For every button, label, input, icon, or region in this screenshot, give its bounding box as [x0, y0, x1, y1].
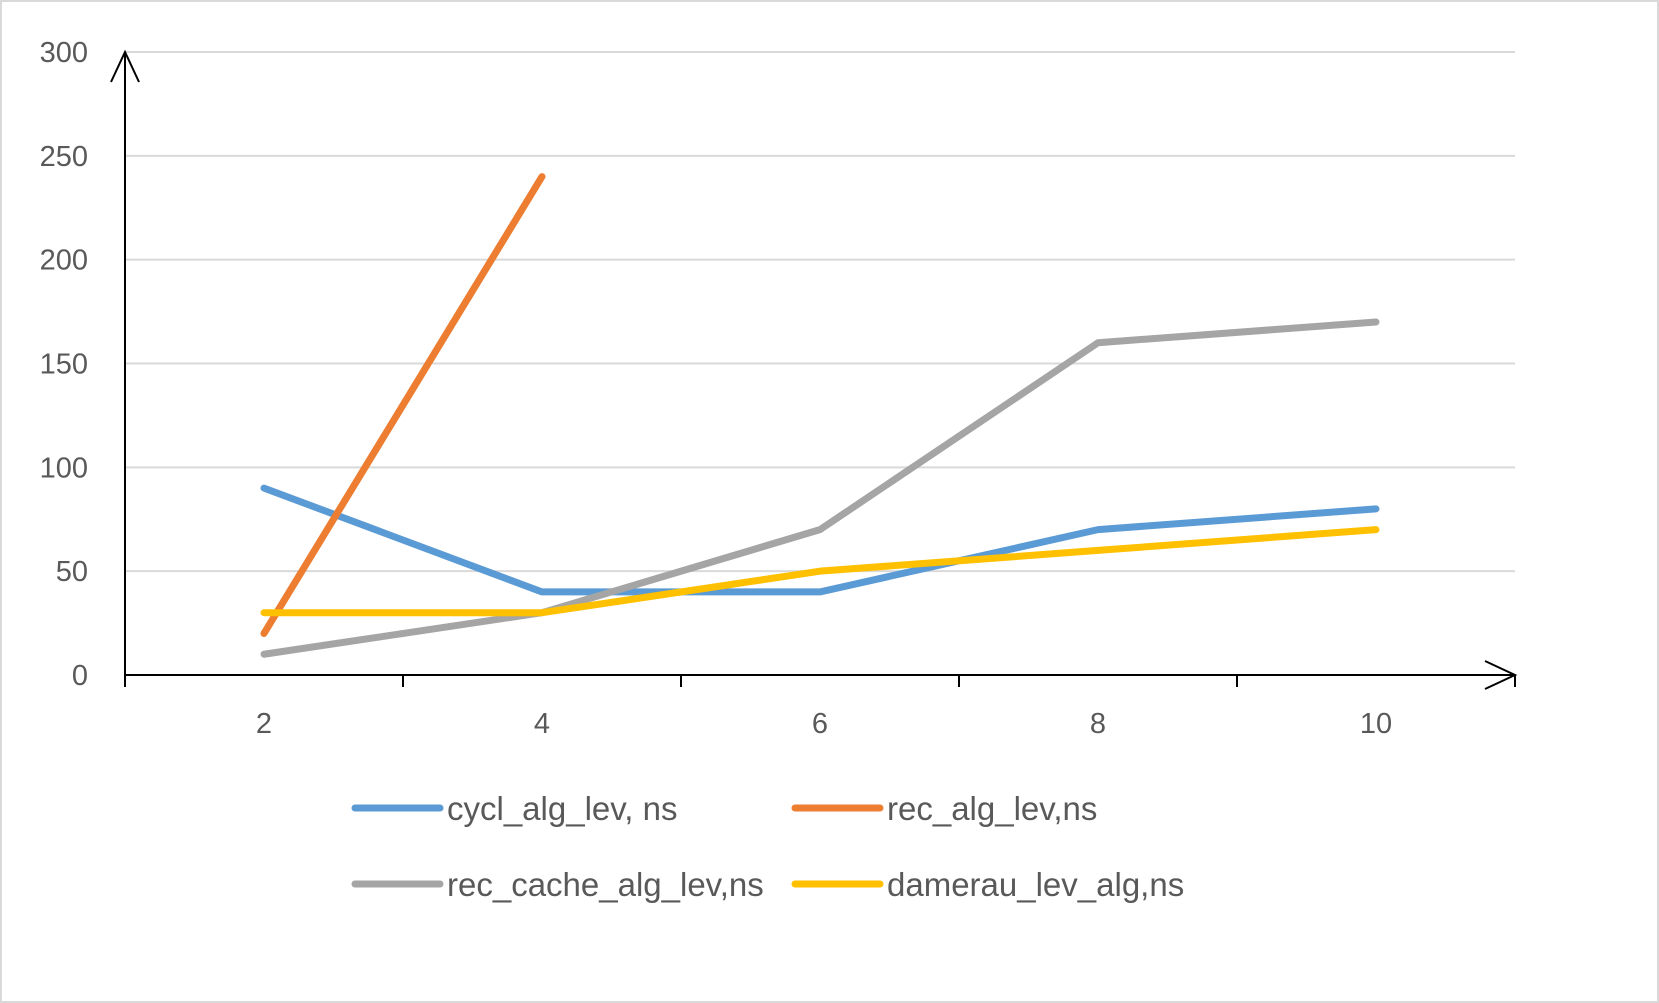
legend: cycl_alg_lev, ns rec_alg_lev,ns rec_cache_…: [351, 790, 1184, 903]
legend-item: rec_alg_lev,ns: [791, 790, 1097, 827]
series-line-3: [260, 526, 1380, 617]
series-line-0: [260, 484, 1380, 596]
y-tick-label: 50: [56, 556, 88, 588]
y-tick-label: 150: [40, 349, 88, 381]
y-tick-label: 200: [40, 245, 88, 277]
grid-lines: [125, 51, 1515, 573]
x-tick-label: 8: [1090, 708, 1106, 740]
series-line-1: [260, 173, 546, 637]
y-tick-label: 0: [72, 660, 88, 692]
x-tick-label: 10: [1360, 708, 1392, 740]
y-tick-label: 300: [40, 37, 88, 69]
legend-item: damerau_lev_alg,ns: [791, 866, 1184, 903]
series-lines: [260, 173, 1380, 658]
y-axis-arrow: [110, 49, 140, 83]
axes: [110, 49, 1518, 690]
x-tick-labels: 2 4 6 8 10: [256, 708, 1392, 740]
x-tick-label: 6: [812, 708, 828, 740]
x-tick-label: 2: [256, 708, 272, 740]
legend-label: rec_alg_lev,ns: [887, 790, 1097, 827]
legend-label: cycl_alg_lev, ns: [447, 790, 678, 827]
x-tick-label: 4: [534, 708, 550, 740]
legend-item: cycl_alg_lev, ns: [351, 790, 678, 827]
y-tick-labels: 0 50 100 150 200 250 300: [40, 37, 88, 692]
legend-item: rec_cache_alg_lev,ns: [351, 866, 764, 903]
series-line-2: [260, 318, 1380, 658]
legend-label: rec_cache_alg_lev,ns: [447, 866, 764, 903]
y-tick-label: 250: [40, 141, 88, 173]
legend-label: damerau_lev_alg,ns: [887, 866, 1184, 903]
y-tick-label: 100: [40, 452, 88, 484]
